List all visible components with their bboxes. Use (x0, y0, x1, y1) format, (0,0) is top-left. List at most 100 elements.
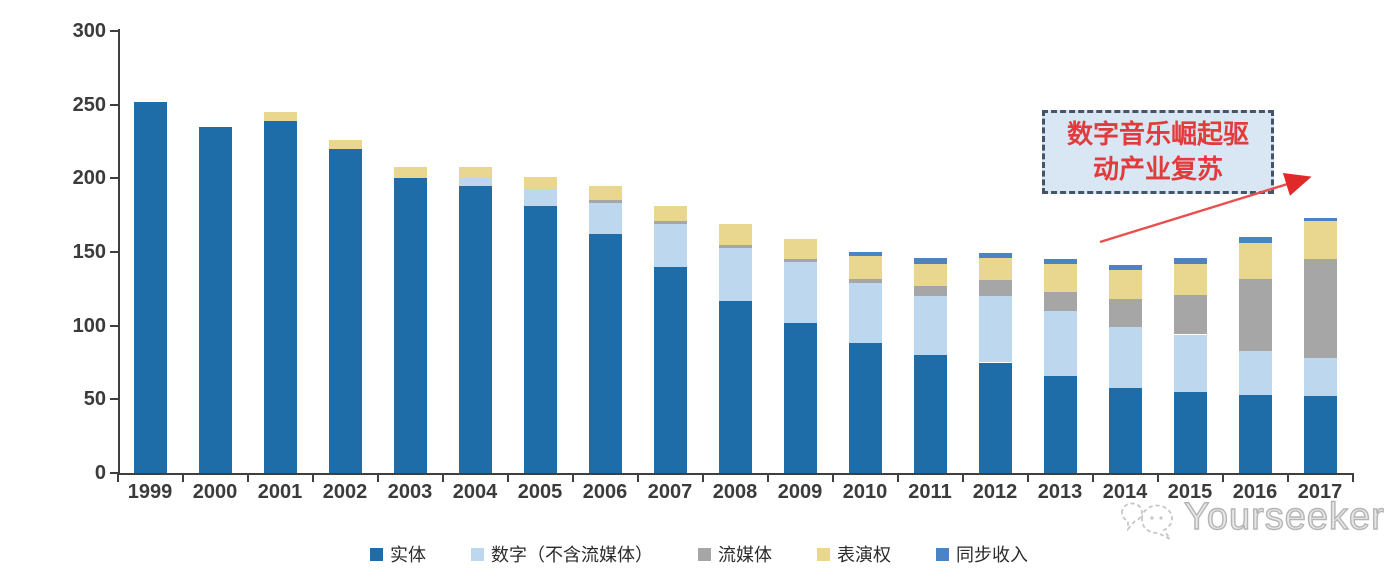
bar-segment-2017 (1303, 259, 1337, 359)
x-tick-mark (182, 475, 184, 482)
yourseeker-logo-icon (1121, 502, 1173, 542)
x-tick-mark (1092, 475, 1094, 482)
y-tick-mark (110, 251, 118, 253)
bar-segment-2000 (198, 126, 232, 473)
y-tick-label: 150 (72, 241, 106, 263)
y-tick-label: 200 (72, 167, 106, 190)
legend-item: 流媒体 (698, 541, 772, 567)
y-tick-mark (110, 398, 118, 401)
annotation-arrow (1099, 172, 1312, 244)
y-tick-label: 0 (94, 462, 106, 484)
y-tick-mark (110, 30, 118, 32)
bar-segment-2010 (848, 343, 882, 473)
legend-swatch-icon (936, 547, 949, 561)
y-tick-mark (110, 103, 118, 106)
bar-segment-2016 (1238, 243, 1272, 279)
bar-segment-2010 (848, 282, 882, 344)
x-tick-mark (507, 475, 509, 482)
y-tick-mark (110, 324, 118, 327)
bar-segment-2004 (458, 178, 492, 186)
bar-segment-2010 (848, 252, 882, 257)
x-tick-label: 2000 (192, 481, 238, 503)
bar-segment-2011 (913, 257, 947, 264)
bar-segment-2007 (653, 224, 687, 267)
y-tick-label: 300 (72, 20, 106, 42)
bar-segment-2017 (1303, 221, 1337, 260)
bar-segment-2013 (1043, 259, 1077, 264)
bar-segment-2012 (978, 253, 1012, 258)
bar-segment-2014 (1108, 265, 1142, 270)
bar-segment-2008 (718, 244, 752, 248)
bar-segment-2002 (328, 148, 362, 473)
bar-segment-2007 (653, 206, 687, 222)
x-tick-mark (117, 475, 119, 482)
bar-segment-2011 (913, 355, 947, 473)
x-tick-mark (1157, 475, 1159, 482)
x-tick-label: 2006 (582, 481, 628, 503)
annotation-callout: 数字音乐崛起驱 动产业复苏 (1042, 110, 1274, 194)
bar-segment-2017 (1303, 396, 1337, 473)
x-tick-mark (442, 475, 444, 482)
x-tick-label: 2002 (322, 481, 368, 503)
watermark-text: Yourseeker (1183, 495, 1385, 538)
bar-segment-2011 (913, 285, 947, 297)
legend-item: 数字（不含流媒体） (471, 541, 653, 567)
bar-segment-2013 (1043, 310, 1077, 376)
x-tick-label: 2010 (842, 481, 888, 503)
x-tick-label: 2001 (257, 481, 303, 503)
bar-segment-2008 (718, 224, 752, 245)
x-tick-mark (832, 475, 834, 482)
bar-segment-2007 (653, 266, 687, 473)
legend-swatch-icon (698, 547, 711, 561)
bar-segment-2010 (848, 278, 882, 283)
x-tick-label: 2009 (777, 481, 823, 503)
legend-label: 数字（不含流媒体） (491, 545, 653, 565)
x-tick-label: 2011 (908, 481, 952, 503)
bar-segment-2011 (913, 296, 947, 356)
bar-segment-2003 (393, 178, 427, 473)
x-tick-label: 2013 (1037, 481, 1083, 503)
x-axis-line (117, 473, 1354, 475)
legend-label: 表演权 (837, 545, 891, 565)
x-tick-mark (1287, 475, 1289, 482)
legend-label: 实体 (390, 545, 426, 565)
x-tick-mark (247, 475, 249, 482)
legend-label: 同步收入 (956, 545, 1028, 565)
bar-segment-2015 (1173, 391, 1207, 473)
bar-segment-2015 (1173, 263, 1207, 295)
legend-item: 表演权 (817, 541, 891, 567)
bar-segment-2012 (978, 279, 1012, 297)
x-tick-mark (637, 475, 639, 482)
x-tick-label: 2015 (1167, 481, 1213, 503)
bar-segment-2015 (1173, 257, 1207, 264)
bar-segment-2002 (328, 140, 362, 149)
bar-segment-2006 (588, 203, 622, 235)
bar-segment-2006 (588, 234, 622, 473)
legend-item: 同步收入 (936, 541, 1028, 567)
bar-segment-2012 (978, 257, 1012, 280)
x-tick-mark (702, 475, 704, 482)
bar-segment-2013 (1043, 375, 1077, 473)
x-tick-label: 2014 (1102, 481, 1148, 503)
watermark: Yourseeker (1116, 491, 1385, 543)
x-tick-label: 2017 (1297, 481, 1343, 503)
bar-segment-2013 (1043, 291, 1077, 311)
x-tick-mark (897, 475, 899, 482)
y-tick-label: 100 (72, 314, 106, 337)
bar-segment-2017 (1303, 358, 1337, 397)
x-tick-label: 1999 (127, 481, 173, 503)
x-tick-mark (1352, 475, 1354, 482)
bar-segment-2009 (783, 238, 817, 260)
bar-segment-2012 (978, 296, 1012, 363)
bar-segment-2008 (718, 247, 752, 301)
annotation-line2: 动产业复苏 (1092, 154, 1223, 184)
y-axis-line (118, 29, 120, 475)
bar-segment-2016 (1238, 350, 1272, 395)
bar-segment-2004 (458, 185, 492, 473)
bar-segment-2016 (1238, 394, 1272, 473)
x-tick-label: 2005 (517, 481, 563, 503)
legend-swatch-icon (370, 547, 383, 561)
bar-segment-2014 (1108, 299, 1142, 328)
x-tick-label: 2003 (387, 481, 433, 503)
